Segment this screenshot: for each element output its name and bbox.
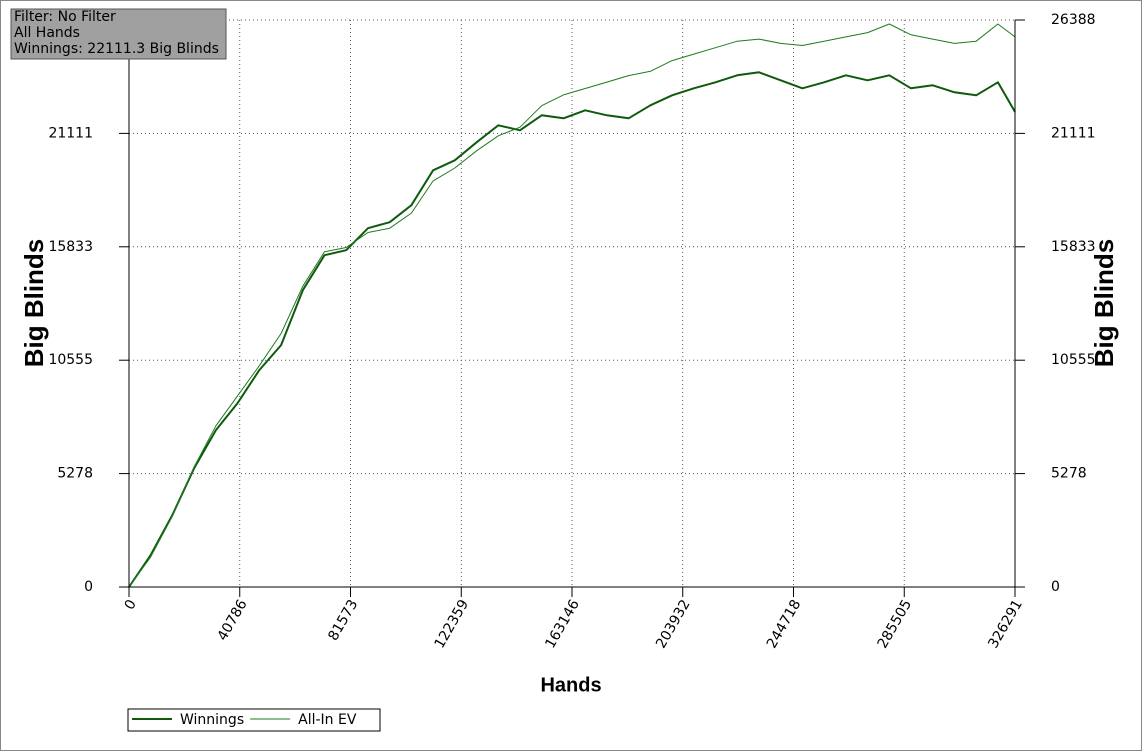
- legend-label: All-In EV: [298, 712, 357, 728]
- y2-tick-label: 26388: [1051, 12, 1096, 28]
- y-tick-label: 15833: [48, 239, 93, 255]
- legend: [127, 708, 381, 732]
- y2-tick-label: 5278: [1051, 466, 1087, 482]
- legend-items: Winnings All-In EV: [132, 712, 357, 728]
- y2-tick-label: 0: [1051, 579, 1060, 595]
- info-line: Winnings: 22111.3 Big Blinds: [14, 41, 219, 57]
- info-box: [10, 8, 227, 60]
- y-tick-label: 10555: [48, 352, 93, 368]
- y-axis-label: Big Blinds: [19, 239, 49, 368]
- series-line: [128, 23, 1016, 588]
- legend-label: Winnings: [180, 712, 244, 728]
- y-tick-label: 0: [84, 579, 93, 595]
- info-line: All Hands: [14, 25, 80, 41]
- y2-tick-label: 15833: [1051, 239, 1096, 255]
- y2-axis-label: Big Blinds: [1089, 239, 1119, 368]
- x-axis-label: Hands: [540, 674, 601, 696]
- plot: [128, 23, 1016, 588]
- y-tick-label: 5278: [57, 466, 93, 482]
- y-tick-label: 21111: [48, 125, 93, 141]
- y2-tick-label: 10555: [1051, 352, 1096, 368]
- info-line: Filter: No Filter: [14, 9, 116, 25]
- y2-tick-label: 21111: [1051, 125, 1096, 141]
- series-line: [128, 71, 1016, 588]
